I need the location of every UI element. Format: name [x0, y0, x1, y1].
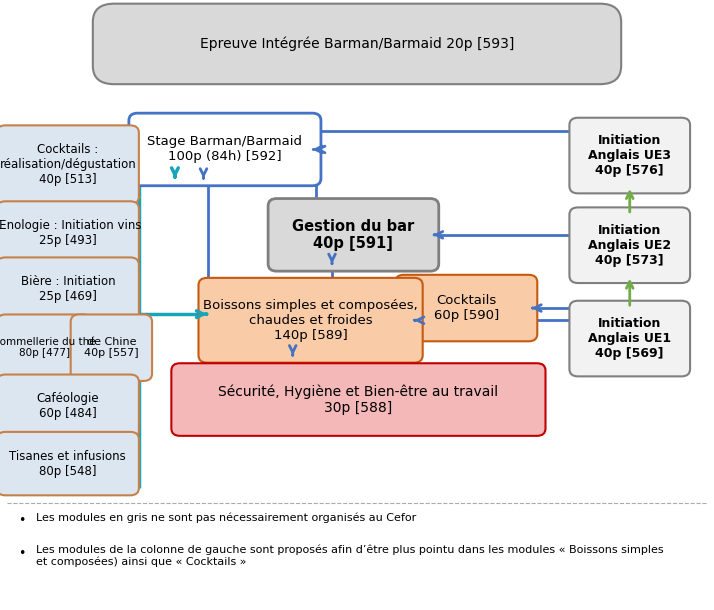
- FancyBboxPatch shape: [0, 201, 139, 265]
- Text: Epreuve Intégrée Barman/Barmaid 20p [593]: Epreuve Intégrée Barman/Barmaid 20p [593…: [200, 37, 514, 51]
- Text: Les modules en gris ne sont pas nécessairement organisés au Cefor: Les modules en gris ne sont pas nécessai…: [36, 512, 416, 523]
- Text: Sécurité, Hygiène et Bien-être au travail
30p [588]: Sécurité, Hygiène et Bien-être au travai…: [218, 384, 498, 415]
- FancyBboxPatch shape: [570, 207, 690, 283]
- Text: Tisanes et infusions
80p [548]: Tisanes et infusions 80p [548]: [9, 450, 126, 478]
- FancyBboxPatch shape: [0, 126, 139, 204]
- FancyBboxPatch shape: [0, 315, 91, 381]
- FancyBboxPatch shape: [570, 118, 690, 193]
- Text: Caféologie
60p [484]: Caféologie 60p [484]: [36, 392, 99, 420]
- Text: Stage Barman/Barmaid
100p (84h) [592]: Stage Barman/Barmaid 100p (84h) [592]: [147, 135, 303, 163]
- Text: Œnologie : Initiation vins
25p [493]: Œnologie : Initiation vins 25p [493]: [0, 219, 141, 247]
- Text: Initiation
Anglais UE2
40p [573]: Initiation Anglais UE2 40p [573]: [588, 224, 671, 267]
- Text: Cocktails
60p [590]: Cocktails 60p [590]: [433, 294, 499, 322]
- Text: Sommellerie du thé
80p [477]: Sommellerie du thé 80p [477]: [0, 337, 96, 359]
- Text: •: •: [18, 514, 25, 527]
- FancyBboxPatch shape: [0, 257, 139, 321]
- Text: Initiation
Anglais UE3
40p [576]: Initiation Anglais UE3 40p [576]: [588, 134, 671, 177]
- Text: Boissons simples et composées,
chaudes et froides
140p [589]: Boissons simples et composées, chaudes e…: [203, 299, 418, 342]
- Text: Les modules de la colonne de gauche sont proposés afin d’être plus pointu dans l: Les modules de la colonne de gauche sont…: [36, 545, 663, 567]
- FancyBboxPatch shape: [71, 315, 152, 381]
- Text: de Chine
40p [557]: de Chine 40p [557]: [84, 337, 139, 359]
- FancyBboxPatch shape: [570, 301, 690, 376]
- FancyBboxPatch shape: [268, 199, 438, 271]
- Text: Bière : Initiation
25p [469]: Bière : Initiation 25p [469]: [21, 275, 115, 303]
- FancyBboxPatch shape: [171, 364, 545, 436]
- Text: Cocktails :
réalisation/dégustation
40p [513]: Cocktails : réalisation/dégustation 40p …: [0, 143, 136, 186]
- FancyBboxPatch shape: [93, 4, 621, 84]
- FancyBboxPatch shape: [0, 375, 139, 438]
- FancyBboxPatch shape: [198, 278, 423, 362]
- Text: •: •: [18, 547, 25, 560]
- Text: Initiation
Anglais UE1
40p [569]: Initiation Anglais UE1 40p [569]: [588, 317, 671, 360]
- Text: Gestion du bar
40p [591]: Gestion du bar 40p [591]: [292, 218, 415, 251]
- FancyBboxPatch shape: [129, 113, 321, 185]
- FancyBboxPatch shape: [396, 274, 537, 342]
- FancyBboxPatch shape: [0, 432, 139, 495]
